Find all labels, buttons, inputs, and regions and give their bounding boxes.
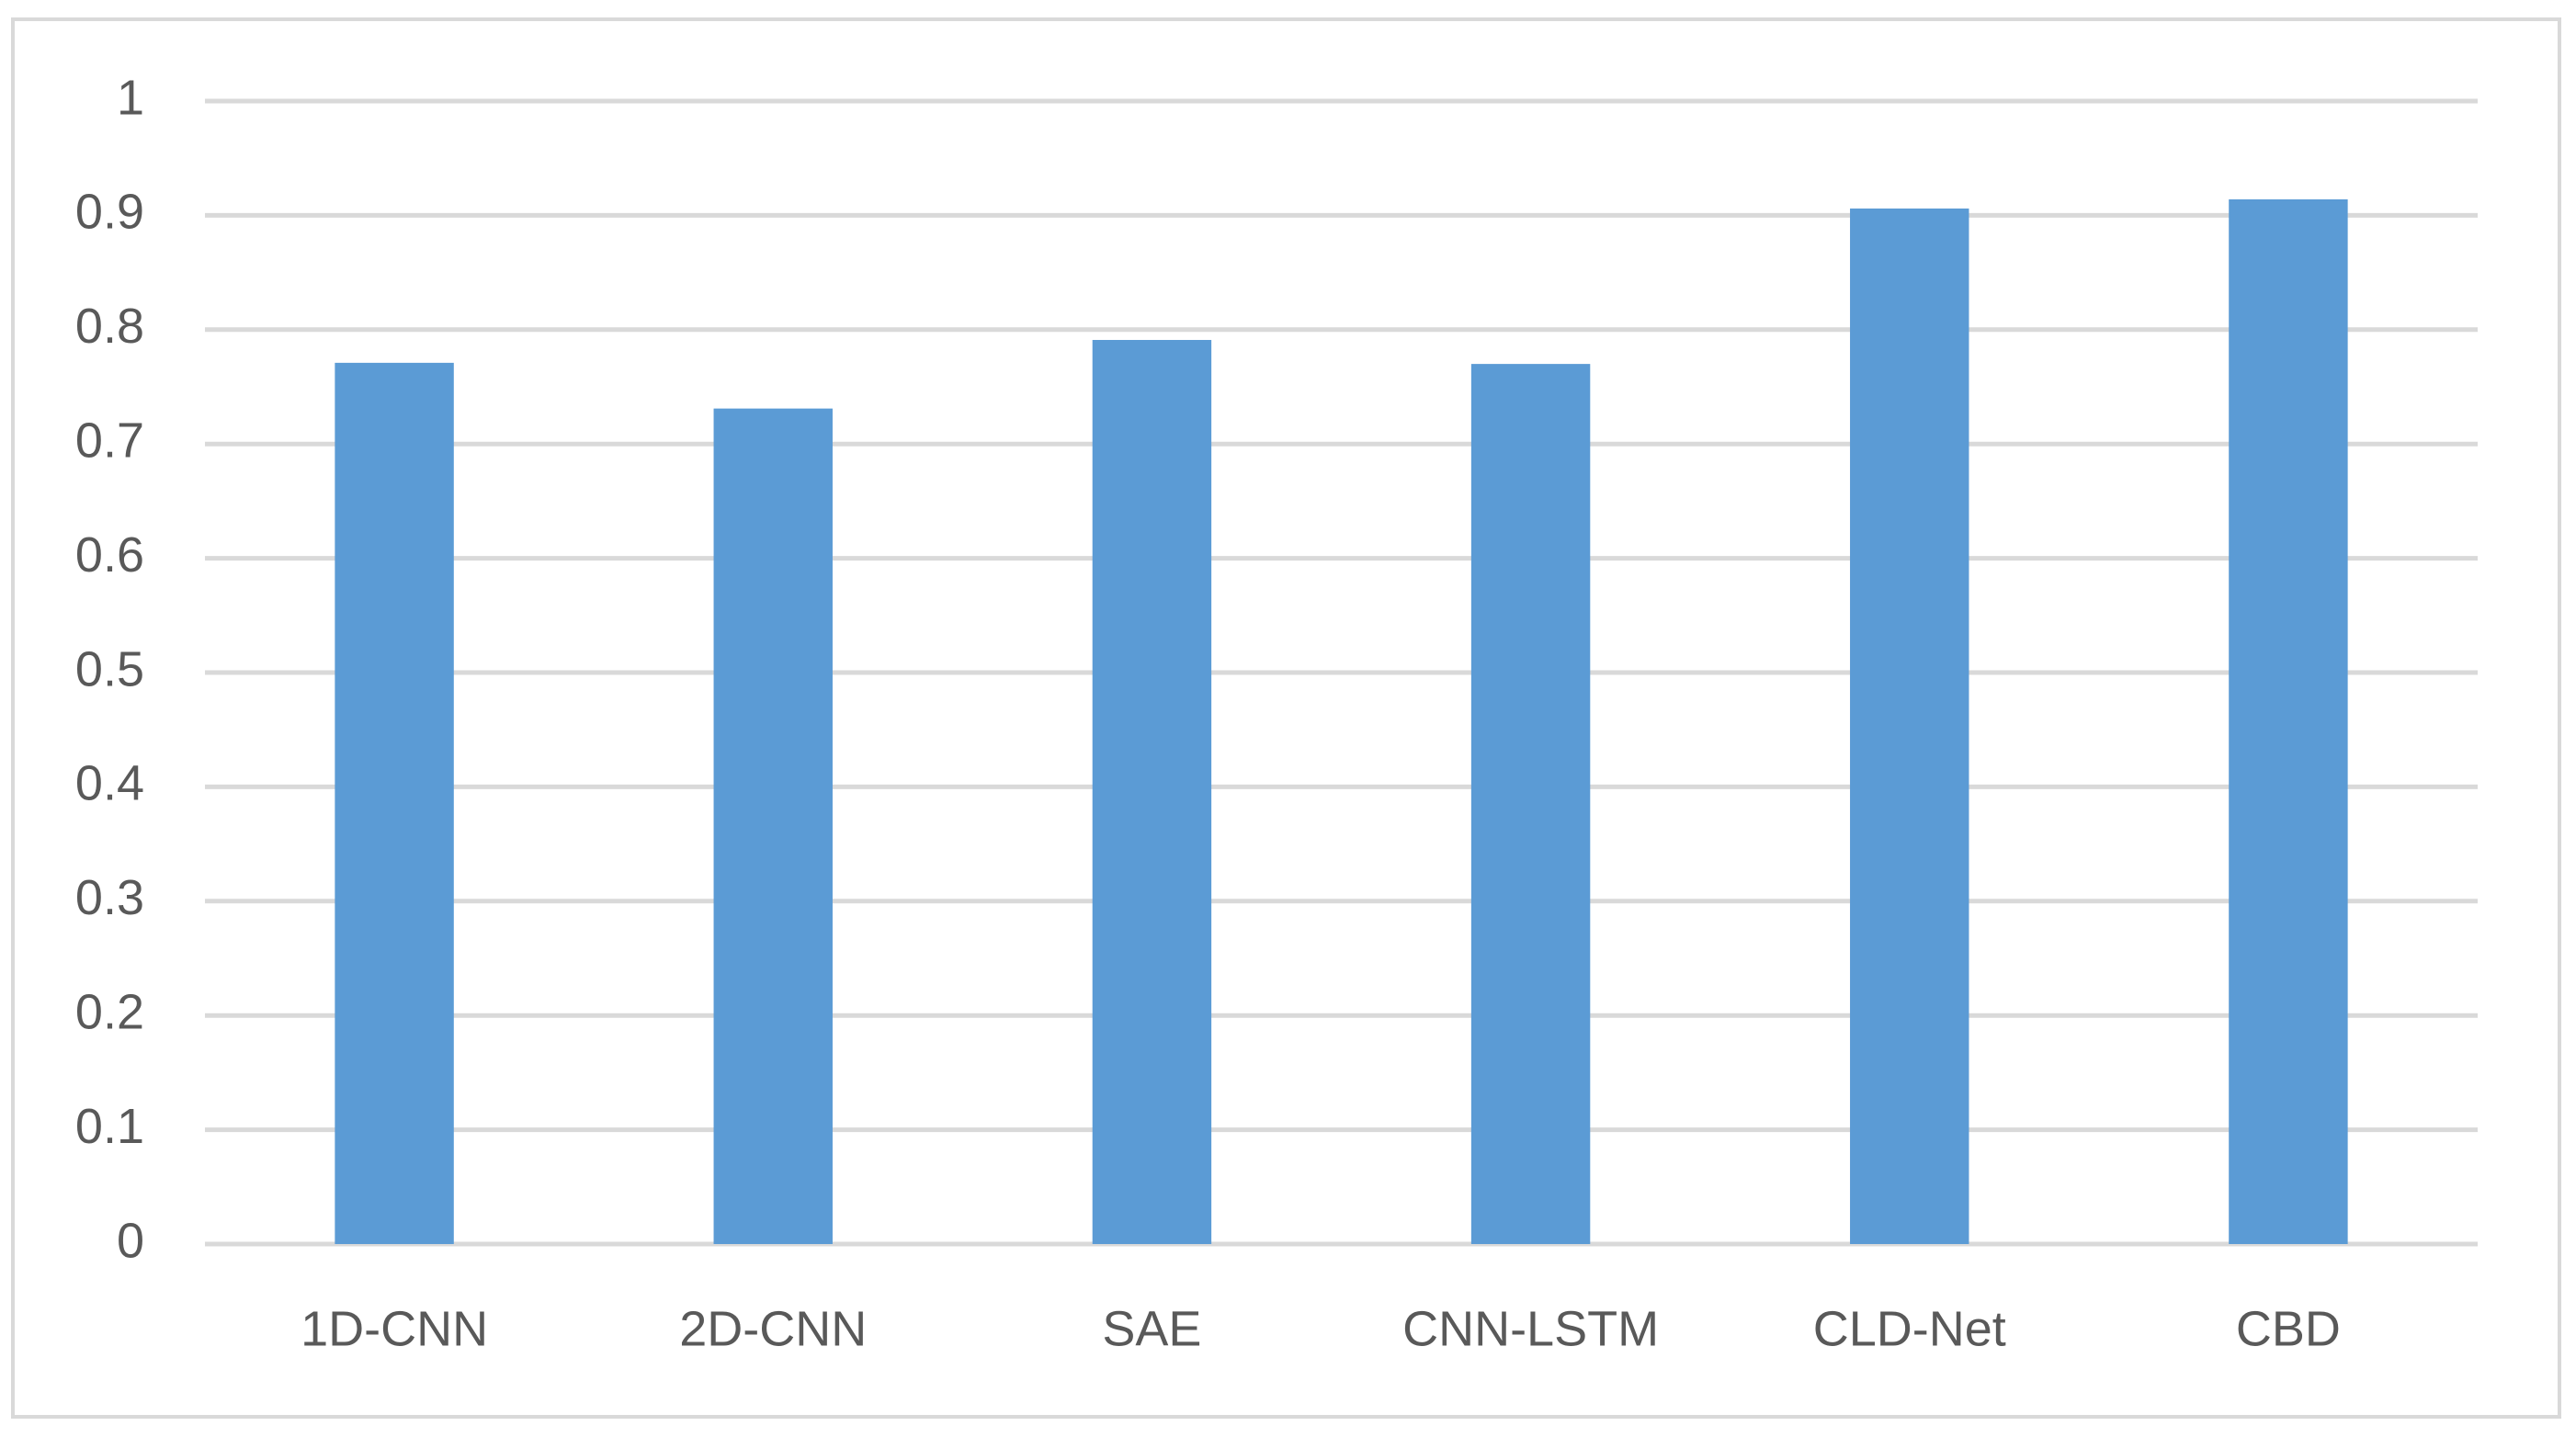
- y-tick-label: 0.4: [75, 756, 144, 811]
- y-tick-label: 0.5: [75, 641, 144, 696]
- y-tick-label: 0.8: [75, 299, 144, 354]
- y-tick-label: 1: [117, 70, 144, 125]
- y-tick-label: 0.6: [75, 527, 144, 583]
- y-tick-label: 0.3: [75, 870, 144, 925]
- y-tick-label: 0.2: [75, 984, 144, 1039]
- bar: [335, 362, 454, 1245]
- x-tick-label: CNN-LSTM: [1402, 1301, 1659, 1356]
- bar: [1092, 339, 1212, 1245]
- x-tick-label: SAE: [1102, 1301, 1201, 1356]
- y-tick-label: 0: [117, 1213, 144, 1268]
- y-tick-label: 0.7: [75, 413, 144, 468]
- x-tick-label: 2D-CNN: [679, 1301, 867, 1356]
- bar: [713, 408, 833, 1244]
- x-tick-label: CBD: [2236, 1301, 2341, 1356]
- x-tick-label: 1D-CNN: [301, 1301, 488, 1356]
- y-tick-label: 0.9: [75, 185, 144, 240]
- x-tick-label: CLD-Net: [1813, 1301, 2006, 1356]
- bar: [1850, 208, 1969, 1244]
- y-tick-label: 0.1: [75, 1099, 144, 1154]
- bar: [2229, 198, 2348, 1244]
- bar: [1470, 364, 1591, 1244]
